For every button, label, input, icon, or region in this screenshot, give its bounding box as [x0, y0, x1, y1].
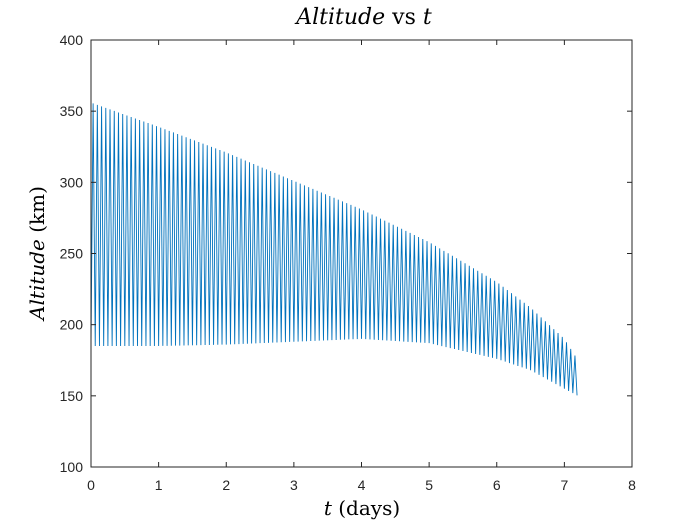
x-tick-label: 0	[87, 477, 95, 493]
chart-title-var: t	[423, 5, 432, 30]
x-tick-label: 6	[493, 477, 501, 493]
x-tick-label: 4	[358, 477, 366, 493]
series-line-0	[90, 103, 578, 396]
y-axis-label-rest: (km)	[25, 186, 49, 239]
y-tick-label: 350	[60, 103, 84, 119]
x-tick-label: 8	[628, 477, 636, 493]
y-tick-label: 300	[60, 174, 84, 190]
x-tick-label: 7	[560, 477, 568, 493]
plot-background	[91, 40, 632, 467]
y-axis-label: Altitude (km)	[25, 186, 49, 322]
x-tick-label: 2	[222, 477, 230, 493]
y-tick-label: 150	[60, 388, 84, 404]
x-axis-label-rest: (days)	[332, 496, 400, 520]
y-tick-label: 200	[60, 317, 84, 333]
x-axis-label-var: t	[324, 496, 333, 520]
axis-ticks: 0 1 2 3 4 5 6 7 8 100 150 200 250 300 350 400	[60, 32, 636, 493]
y-tick-label: 400	[60, 32, 84, 48]
plot-area	[90, 39, 633, 468]
y-tick-label: 250	[60, 246, 84, 262]
y-tick-label: 100	[60, 459, 84, 475]
chart-title-italic: Altitude	[294, 5, 385, 30]
chart-title: Altitude vs t	[294, 5, 432, 30]
x-axis-label: t (days)	[324, 496, 400, 520]
chart-title-rest: vs	[385, 5, 423, 30]
y-axis-label-italic: Altitude	[25, 239, 49, 322]
x-tick-label: 1	[155, 477, 163, 493]
x-tick-label: 5	[425, 477, 433, 493]
x-tick-label: 3	[290, 477, 298, 493]
